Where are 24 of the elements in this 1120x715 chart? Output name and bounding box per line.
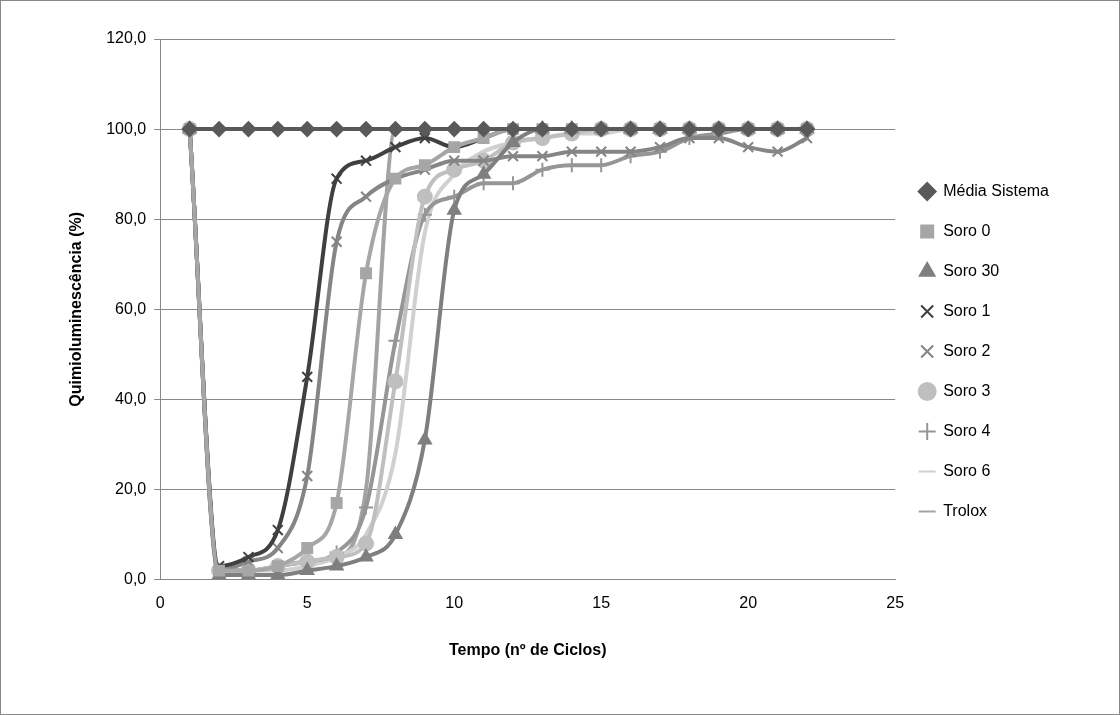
y-axis-title: Quimioluminescência (%)	[67, 211, 85, 407]
y-tick-label: 60,0	[115, 299, 147, 317]
x-tick-label: 0	[155, 593, 165, 611]
y-tick-label: 120,0	[106, 29, 147, 47]
legend-label: Trolox	[943, 501, 988, 519]
x-tick-label: 15	[592, 593, 611, 611]
legend-label: Soro 4	[943, 421, 991, 439]
y-tick-label: 100,0	[106, 119, 147, 137]
y-tick-label: 0,0	[123, 570, 147, 588]
x-tick-label: 25	[886, 593, 905, 611]
y-tick-label: 20,0	[115, 479, 147, 497]
x-tick-label: 20	[739, 593, 758, 611]
legend-label: Soro 30	[943, 261, 1000, 279]
y-tick-label: 40,0	[115, 389, 147, 407]
legend-label: Soro 6	[943, 461, 991, 479]
x-axis-title: Tempo (nº de Ciclos)	[448, 640, 607, 658]
legend-label: Soro 0	[943, 221, 991, 239]
y-tick-label: 80,0	[115, 209, 147, 227]
legend-label: Soro 1	[943, 301, 991, 319]
x-tick-label: 10	[445, 593, 464, 611]
legend-label: Soro 3	[943, 381, 991, 399]
legend-label: Média Sistema	[943, 181, 1050, 199]
legend-label: Soro 2	[943, 341, 991, 359]
x-tick-label: 5	[302, 593, 312, 611]
